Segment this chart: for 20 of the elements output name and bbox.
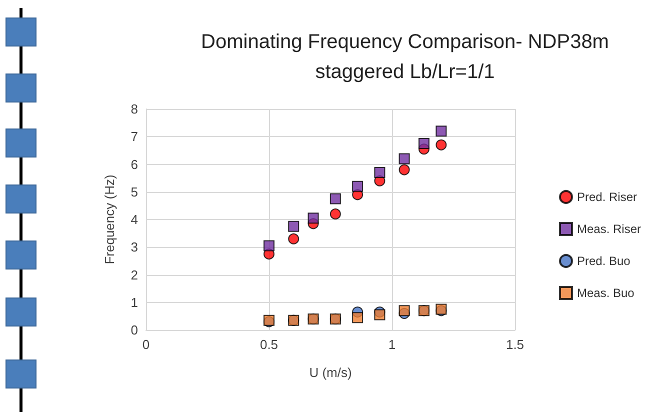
y-axis-title: Frequency (Hz) [102,174,117,264]
y-tick-label: 1 [130,294,138,310]
x-tick-label: 1 [388,337,396,352]
y-tick-label: 6 [130,156,138,172]
y-tick-label: 3 [130,240,138,255]
y-tick-label: 2 [130,267,138,282]
x-tick-label: 1.5 [506,337,524,352]
y-tick-label: 5 [130,184,138,200]
legend-label: Pred. Riser [576,190,638,204]
x-tick-label: 0 [142,337,150,352]
chart-title: Dominating Frequency Comparison- NDP38m staggered Lb/Lr=1/1 [201,31,609,83]
legend-label: Pred. Buo [576,254,631,268]
y-tick-label: 8 [130,102,138,116]
legend-label: Meas. Riser [576,222,642,236]
x-axis-title: U (m/s) [309,365,352,380]
y-tick-label: 0 [130,322,138,338]
legend-label: Meas. Buo [576,286,635,300]
y-tick-label: 7 [130,129,138,144]
x-tick-label: 0.5 [260,337,278,352]
y-tick-label: 4 [130,212,138,227]
